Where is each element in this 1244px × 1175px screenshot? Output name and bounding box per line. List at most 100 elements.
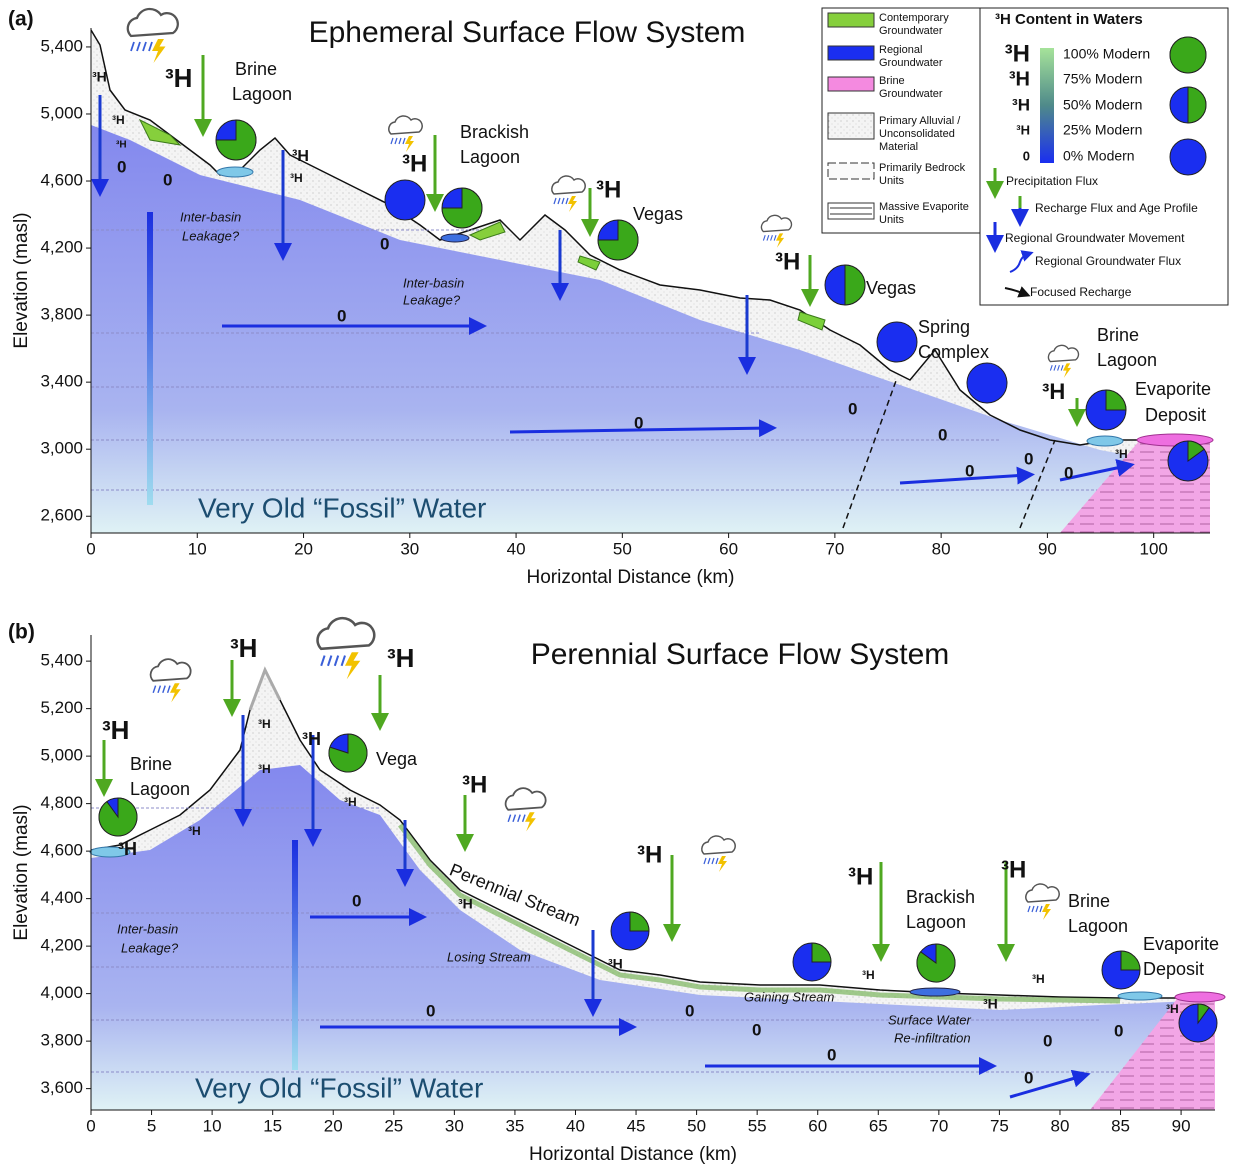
x-tick-label: 55 [748,1116,767,1135]
x-tick-label: 50 [613,539,632,558]
rain-icon [403,138,405,144]
tritium-label: ³H [290,171,303,185]
cloud-icon [318,618,375,679]
cloud-icon [1048,345,1078,361]
fossil-bar [147,212,153,505]
legend-title: ³H Content in Waters [995,11,1143,28]
annotation: Very Old “Fossil” Water [195,1072,483,1103]
y-tick-label: 3,400 [40,372,83,391]
pie-icon [630,912,649,931]
bolt-icon [525,812,536,831]
legend-symbol: ³H [1009,68,1030,90]
rain-icon [321,656,324,666]
x-tick-label: 70 [825,539,844,558]
rain-icon [153,686,155,693]
zero-label: 0 [685,1001,694,1020]
rain-icon [342,656,345,666]
cloud-icon [761,215,791,247]
x-tick-label: 5 [147,1116,156,1135]
annotation: Very Old “Fossil” Water [198,492,486,523]
annotation: Inter-basin [117,921,178,936]
legend-text: Unconsolidated [879,128,955,140]
cloud-icon [506,788,546,810]
rain-icon [328,656,331,666]
zero-label: 0 [938,425,947,444]
annotation: Vegas [633,204,683,224]
cloud-icon [552,176,585,194]
zero-label: 0 [1024,1068,1033,1087]
pie-icon [1121,951,1140,970]
rain-icon [131,42,134,51]
legend-text: Regional [879,44,922,56]
rain-icon [158,686,160,693]
cloud-icon [506,788,546,831]
y-tick-label: 5,000 [40,103,83,122]
y-tick-label: 4,200 [40,238,83,257]
tritium-label: ³H [165,63,192,93]
x-tick-label: 60 [719,539,738,558]
tritium-label: ³H [848,863,873,890]
rain-icon [149,42,152,51]
y-tick-label: 3,800 [40,305,83,324]
cloud-icon [128,9,178,63]
cloud-icon [389,116,422,152]
rain-icon [1036,906,1038,912]
tritium-label: ³H [608,956,623,972]
x-tick-label: 100 [1139,539,1167,558]
legend-symbol: 0 [1023,148,1030,163]
zero-label: 0 [752,1020,761,1039]
panel-label: (a) [8,8,34,31]
zero-label: 0 [1114,1021,1123,1040]
cloud-icon [151,659,191,681]
rain-icon [1040,906,1042,912]
rain-icon [1058,365,1060,370]
zero-label: 0 [965,461,974,480]
cloud-icon [761,215,791,231]
annotation: Inter-basin [403,275,464,290]
x-tick-label: 90 [1172,1116,1191,1135]
tritium-label: ³H [862,968,875,982]
fossil-bar [292,840,298,1070]
zero-label: 0 [426,1001,435,1020]
zero-label: 0 [634,413,643,432]
x-tick-label: 0 [86,539,95,558]
pie-icon [1106,390,1126,410]
cloud-icon [151,659,191,702]
cloud-icon [702,836,735,872]
bolt-icon [776,233,784,247]
annotation: Gaining Stream [744,989,834,1004]
tritium-label: ³H [1042,379,1065,404]
annotation: Leakage? [403,292,461,307]
panel-label: (b) [8,621,35,644]
pie-icon [877,322,917,362]
cloud-icon [1026,884,1059,920]
tritium-label: ³H [596,176,621,203]
tritium-label: ³H [118,839,137,859]
annotation: Re-infiltration [894,1030,971,1045]
x-tick-label: 10 [203,1116,222,1135]
x-tick-label: 20 [324,1116,343,1135]
legend-scale-label: 100% Modern [1063,46,1150,62]
x-tick-label: 70 [929,1116,948,1135]
x-tick-label: 60 [808,1116,827,1135]
pie-icon [845,265,865,305]
zero-label: 0 [163,170,172,189]
x-tick-label: 30 [445,1116,464,1135]
annotation: Deposit [1143,959,1204,979]
bolt-icon [152,39,166,63]
x-tick-label: 85 [1111,1116,1130,1135]
rain-icon [562,198,564,204]
x-tick-label: 20 [294,539,313,558]
annotation: Brine [235,59,277,79]
rain-icon [163,686,165,693]
annotation: Complex [918,342,989,362]
x-tick-label: 50 [687,1116,706,1135]
tritium-label: ³H [302,729,321,749]
rain-icon [508,815,510,822]
y-tick-label: 3,000 [40,439,83,458]
y-tick-label: 4,000 [40,983,83,1002]
rain-icon [1028,906,1030,912]
x-tick-label: 10 [188,539,207,558]
y-tick-label: 4,800 [40,793,83,812]
legend-flux-label: Recharge Flux and Age Profile [1035,201,1198,215]
